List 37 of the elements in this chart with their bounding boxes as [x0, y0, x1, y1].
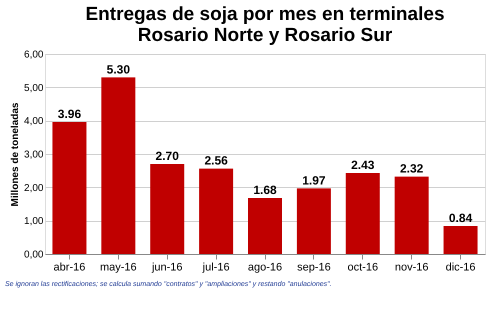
- bar: [444, 226, 478, 254]
- x-tick-label: sep-16: [297, 262, 331, 274]
- x-tick-label: nov-16: [394, 262, 428, 274]
- y-tick-label: 0,00: [24, 250, 44, 260]
- y-tick-label: 2,00: [24, 182, 44, 194]
- data-label: 5.30: [106, 62, 130, 76]
- bar: [52, 122, 86, 254]
- y-tick-label: 5,00: [24, 82, 44, 94]
- x-tick-label: oct-16: [347, 262, 378, 274]
- bar: [248, 198, 282, 254]
- data-label: 3.96: [58, 107, 82, 121]
- data-label: 2.43: [351, 158, 375, 172]
- y-tick-label: 6,00: [24, 50, 44, 60]
- x-tick-label: jun-16: [150, 262, 183, 274]
- bar: [296, 188, 331, 254]
- bar: [346, 173, 380, 254]
- text: Rosario Norte y Rosario Sur: [138, 25, 392, 46]
- data-label: 2.32: [400, 162, 424, 176]
- bar: [394, 176, 429, 254]
- data-label: 1.68: [253, 183, 277, 197]
- y-axis-title: Millones de toneladas: [10, 102, 22, 206]
- text: Entregas de soja por mes en terminales: [85, 4, 445, 25]
- data-label: 1.97: [302, 173, 326, 188]
- y-tick-label: 3,00: [24, 150, 44, 160]
- data-label: 2.70: [156, 149, 180, 163]
- bar: [150, 164, 184, 254]
- x-tick-label: jul-16: [202, 262, 230, 274]
- y-tick-label: 4,00: [24, 116, 44, 128]
- x-tick-label: dic-16: [446, 262, 476, 274]
- bar: [199, 168, 234, 254]
- x-tick-label: abr-16: [54, 262, 86, 274]
- data-label: 2.56: [204, 154, 228, 168]
- x-tick-label: may-16: [100, 262, 137, 274]
- bar: [101, 77, 136, 254]
- x-tick-label: ago-16: [248, 262, 282, 274]
- y-tick-label: 1,00: [24, 216, 44, 228]
- data-label: 0.84: [448, 211, 473, 225]
